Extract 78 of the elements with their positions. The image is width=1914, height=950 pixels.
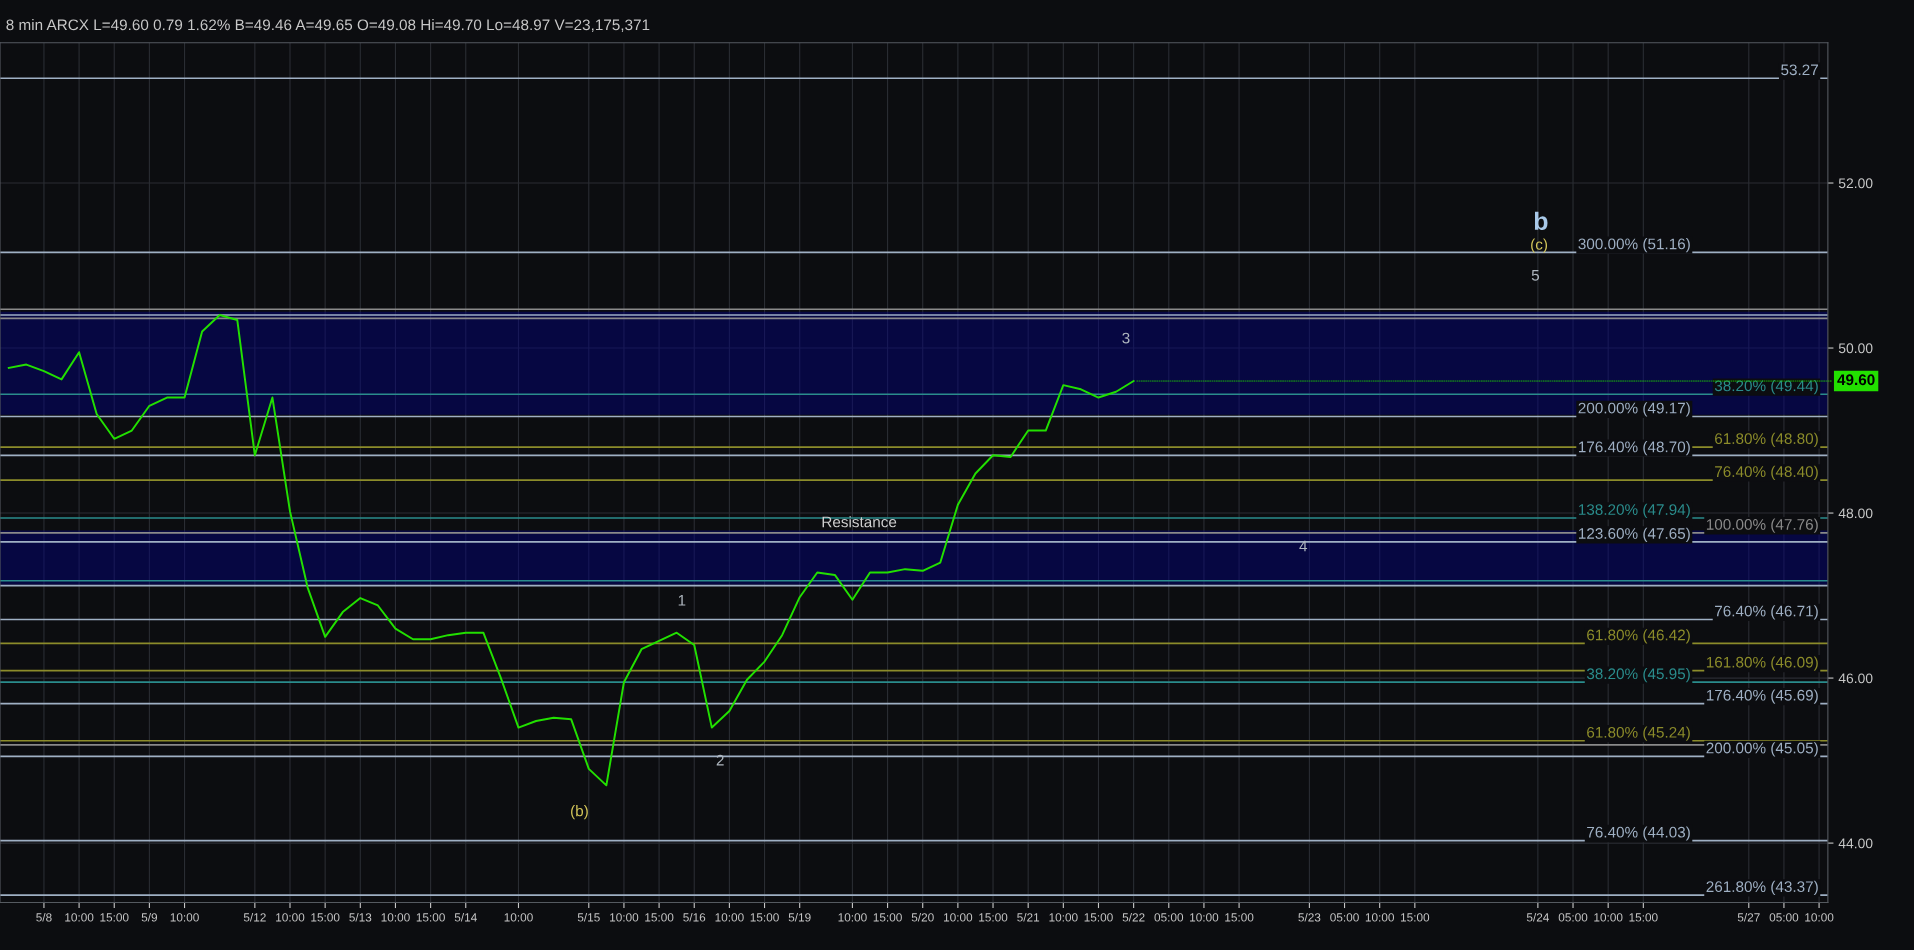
x-tick-label: 5/22 [1122,912,1145,922]
x-tick-label: 5/12 [243,912,266,922]
ref-line-label: 76.40% (46.71) [1715,605,1818,620]
x-tick-label: 5/15 [577,912,600,922]
ref-line-label: 61.80% (46.42) [1587,629,1690,644]
x-tick-label: 5/13 [349,912,372,922]
x-tick-label: 15:00 [750,913,779,922]
ref-line-label: 161.80% (46.09) [1706,656,1818,671]
x-tick-label: 10:00 [1190,913,1219,922]
x-tick-label: 15:00 [1084,913,1113,922]
y-tick-label: 50.00 [1838,343,1873,354]
y-tick-label: 46.00 [1838,673,1873,684]
x-tick-label: 15:00 [416,913,445,922]
ref-line-label: 138.20% (47.94) [1578,503,1690,518]
x-tick-label: 10:00 [170,913,199,922]
x-tick-label: 5/19 [788,912,811,922]
ref-line-label: 76.40% (48.40) [1715,465,1818,481]
x-tick-label: 10:00 [276,913,305,922]
x-tick-label: 15:00 [979,913,1008,922]
ref-line-label: 300.00% (51.16) [1578,238,1690,253]
x-tick-label: 5/20 [911,912,934,922]
x-tick-label: 10:00 [381,913,410,922]
ref-line-label: 61.80% (48.80) [1715,432,1818,448]
annotation: 2 [716,754,724,766]
x-tick-label: 5/24 [1526,912,1550,922]
x-tick-label: 5/27 [1737,912,1760,922]
x-tick-label: 15:00 [1400,913,1430,922]
x-tick-label: 15:00 [311,913,340,922]
ref-line-label: 200.00% (49.17) [1578,402,1690,417]
x-tick-label: 5/16 [683,912,706,922]
y-tick-label: 44.00 [1838,838,1873,849]
x-tick-label: 10:00 [838,913,867,922]
ref-line-label: 176.40% (48.70) [1578,441,1690,456]
annotation: b [1534,211,1548,231]
band-label: Resistance [822,516,897,528]
x-tick-label: 5/23 [1298,912,1321,922]
x-tick-label: 10:00 [610,913,639,922]
x-tick-label: 10:00 [1049,913,1078,922]
ref-line-label: 123.60% (47.65) [1578,527,1690,542]
y-tick-label: 52.00 [1838,178,1873,189]
ref-line-label: 53.27 [1781,64,1818,76]
x-tick-label: 10:00 [944,913,973,922]
chart-title: 8 min ARCX L=49.60 0.79 1.62% B=49.46 A=49.65 O=49.08 Hi=49.70 Lo=48.97 V=23,175,371 [6,19,650,33]
y-tick-label: 48.00 [1838,508,1873,519]
x-tick-label: 05:00 [1330,913,1359,922]
ref-line-label: 100.00% (47.76) [1706,518,1818,533]
ref-line-label: 200.00% (45.05) [1706,742,1818,757]
x-tick-label: 15:00 [100,913,129,922]
ref-line-label: 38.20% (49.44) [1714,380,1818,395]
x-tick-label: 10:00 [1594,913,1623,922]
annotation: 4 [1299,540,1308,552]
x-tick-label: 05:00 [1769,913,1799,922]
x-tick-label: 05:00 [1558,913,1588,922]
x-tick-label: 5/14 [454,912,477,922]
x-tick-label: 15:00 [645,913,674,922]
x-tick-label: 5/21 [1017,912,1040,922]
x-tick-label: 5/9 [141,912,158,922]
ref-line-label: 38.20% (45.95) [1586,667,1690,683]
x-tick-label: 10:00 [65,913,94,922]
x-tick-label: 15:00 [873,913,902,922]
annotation: 5 [1531,270,1540,281]
x-tick-label: 10:00 [1805,913,1834,922]
annotation: 49.60 [1837,374,1875,386]
annotation: (c) [1531,238,1548,253]
ref-line-label: 176.40% (45.69) [1706,689,1818,704]
x-tick-label: 10:00 [715,913,744,922]
x-tick-label: 5/8 [36,912,52,922]
ref-line-label: 261.80% (43.37) [1706,880,1818,896]
x-tick-label: 10:00 [504,913,533,922]
ref-line-label: 61.80% (45.24) [1587,726,1690,741]
x-tick-label: 15:00 [1225,913,1254,922]
x-tick-label: 10:00 [1365,913,1394,922]
annotation: 1 [678,595,686,606]
x-tick-label: 05:00 [1154,913,1184,922]
ref-line-label: 76.40% (44.03) [1587,826,1690,841]
annotation: 3 [1122,332,1130,344]
annotation: (b) [571,805,588,820]
x-tick-label: 15:00 [1629,913,1658,922]
